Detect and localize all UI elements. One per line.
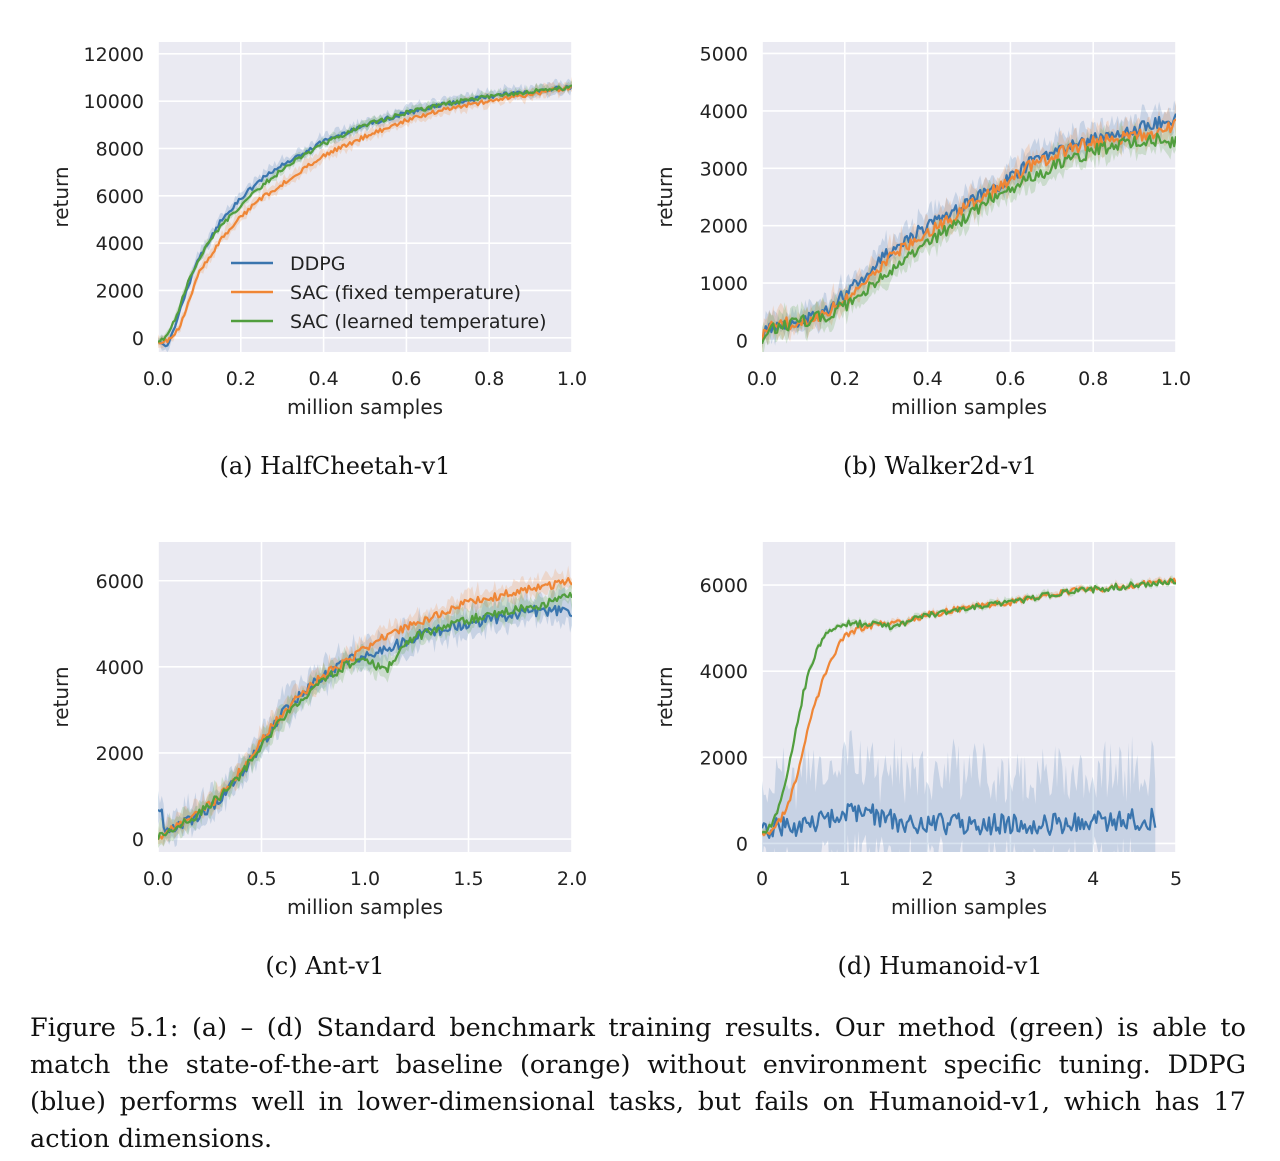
band-ddpg bbox=[158, 587, 572, 848]
x-tick-label: 1 bbox=[839, 868, 851, 890]
series-line-sac_fixed bbox=[158, 84, 572, 345]
series-line-ddpg bbox=[762, 802, 1157, 839]
x-tick-label: 3 bbox=[1004, 868, 1016, 890]
subcaption-d: (d) Humanoid-v1 bbox=[837, 952, 1043, 980]
x-tick-label: 1.0 bbox=[1161, 368, 1191, 390]
subcaption-c: (c) Ant-v1 bbox=[265, 952, 385, 980]
y-tick-label: 0 bbox=[132, 829, 144, 851]
x-tick-label: 1.0 bbox=[557, 368, 587, 390]
y-tick-label: 3000 bbox=[700, 158, 748, 180]
x-tick-label: 0.8 bbox=[1078, 368, 1108, 390]
y-tick-label: 0 bbox=[132, 328, 144, 350]
y-tick-label: 6000 bbox=[700, 575, 748, 597]
y-tick-label: 4000 bbox=[700, 101, 748, 123]
y-tick-label: 2000 bbox=[96, 280, 144, 302]
chart-panel-3: 0 1 2 3 4 5 0 2000 4000 6000 million samples return bbox=[653, 542, 1182, 919]
x-axis-label: million samples bbox=[287, 895, 443, 919]
y-tick-label: 1000 bbox=[700, 273, 748, 295]
variance-bands bbox=[158, 76, 572, 352]
figure-caption: Figure 5.1: (a) – (d) Standard benchmark… bbox=[30, 1013, 1246, 1154]
plot-background bbox=[762, 42, 1176, 352]
y-tick-label: 4000 bbox=[96, 233, 144, 255]
chart-panel-2: 0.0 0.5 1.0 1.5 2.0 0 2000 4000 6000 million samp… bbox=[49, 542, 587, 919]
y-tick-label: 12000 bbox=[84, 44, 144, 66]
y-tick-label: 0 bbox=[736, 331, 748, 353]
legend-label: SAC (fixed temperature) bbox=[290, 282, 521, 304]
y-tick-label: 8000 bbox=[96, 138, 144, 160]
x-axis-label: million samples bbox=[891, 895, 1047, 919]
y-axis-label: return bbox=[49, 666, 73, 727]
series-line-sac_fixed bbox=[762, 118, 1176, 344]
x-tick-label: 0.0 bbox=[143, 868, 173, 890]
chart-panel-1: 0.0 0.2 0.4 0.6 0.8 1.0 0 1000 2000 3000 4000 5000 m… bbox=[653, 42, 1191, 419]
series-line-sac_learned bbox=[158, 84, 572, 343]
band-sac_fixed bbox=[762, 99, 1176, 352]
y-tick-label: 2000 bbox=[96, 743, 144, 765]
legend-label: SAC (learned temperature) bbox=[290, 311, 547, 333]
subcaption-a: (a) HalfCheetah-v1 bbox=[219, 452, 451, 480]
y-tick-label: 4000 bbox=[96, 657, 144, 679]
x-tick-label: 5 bbox=[1170, 868, 1182, 890]
series-line-sac_fixed bbox=[158, 577, 572, 841]
subcaption-b: (b) Walker2d-v1 bbox=[842, 452, 1038, 480]
x-tick-label: 0.6 bbox=[391, 368, 421, 390]
series-lines bbox=[762, 113, 1176, 345]
x-tick-label: 2 bbox=[922, 868, 934, 890]
band-sac_fixed bbox=[158, 76, 572, 349]
x-tick-label: 0.2 bbox=[226, 368, 256, 390]
x-tick-label: 1.0 bbox=[350, 868, 380, 890]
y-tick-label: 2000 bbox=[700, 747, 748, 769]
y-tick-label: 6000 bbox=[96, 571, 144, 593]
y-axis-label: return bbox=[49, 166, 73, 227]
x-tick-label: 0.0 bbox=[747, 368, 777, 390]
series-line-ddpg bbox=[762, 113, 1176, 345]
x-tick-label: 0.8 bbox=[474, 368, 504, 390]
series-lines bbox=[762, 577, 1176, 839]
y-tick-label: 5000 bbox=[700, 43, 748, 65]
band-sac_learned bbox=[158, 581, 572, 848]
series-lines bbox=[158, 577, 572, 841]
x-tick-label: 1.5 bbox=[453, 868, 483, 890]
x-axis-label: million samples bbox=[891, 395, 1047, 419]
legend: DDPG SAC (fixed temperature) SAC (learned … bbox=[231, 253, 547, 333]
x-tick-label: 0.6 bbox=[995, 368, 1025, 390]
y-tick-label: 6000 bbox=[96, 186, 144, 208]
chart-panel-0: 0.0 0.2 0.4 0.6 0.8 1.0 0 2000 4000 6000 8000 10000… bbox=[49, 42, 587, 419]
figure-panels: 0.0 0.2 0.4 0.6 0.8 1.00200040006000800010000… bbox=[49, 42, 1191, 919]
x-tick-label: 0.2 bbox=[830, 368, 860, 390]
series-line-sac_learned bbox=[158, 591, 572, 840]
x-tick-label: 0.4 bbox=[308, 368, 338, 390]
plot-background bbox=[762, 542, 1176, 852]
x-tick-label: 0 bbox=[756, 868, 768, 890]
y-axis-label: return bbox=[653, 666, 677, 727]
x-axis-label: million samples bbox=[287, 395, 443, 419]
y-tick-label: 10000 bbox=[84, 91, 144, 113]
series-line-sac_learned bbox=[762, 132, 1176, 344]
x-tick-label: 0.4 bbox=[912, 368, 942, 390]
x-tick-label: 2.0 bbox=[557, 868, 587, 890]
legend-label: DDPG bbox=[290, 253, 345, 275]
y-tick-label: 2000 bbox=[700, 216, 748, 238]
series-lines bbox=[158, 84, 572, 348]
y-tick-label: 4000 bbox=[700, 661, 748, 683]
x-tick-label: 0.0 bbox=[143, 368, 173, 390]
y-tick-label: 0 bbox=[736, 833, 748, 855]
x-tick-label: 0.5 bbox=[246, 868, 276, 890]
x-tick-label: 4 bbox=[1087, 868, 1099, 890]
y-axis-label: return bbox=[653, 166, 677, 227]
series-line-sac_learned bbox=[762, 578, 1176, 834]
